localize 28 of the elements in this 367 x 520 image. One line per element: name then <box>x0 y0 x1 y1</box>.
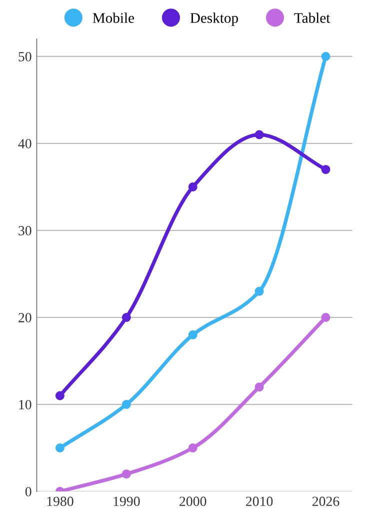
y-tick-label: 50 <box>18 52 32 62</box>
point <box>188 330 198 340</box>
x-tick-label: 2010 <box>246 496 273 506</box>
y-tick-label: 40 <box>18 138 32 148</box>
point <box>254 130 264 140</box>
point <box>254 286 264 296</box>
point <box>55 443 64 452</box>
point <box>122 400 131 409</box>
x-tick-label: 1980 <box>47 496 74 506</box>
point <box>122 469 131 479</box>
x-tick-label: 1990 <box>114 496 140 506</box>
point <box>122 312 131 322</box>
legend-label: Desktop <box>190 12 238 26</box>
y-tick-label: 20 <box>18 312 32 322</box>
point <box>321 164 330 174</box>
point <box>321 312 330 322</box>
point <box>55 391 64 400</box>
point <box>188 443 198 452</box>
point <box>321 52 330 61</box>
y-tick-label: 0 <box>25 486 32 496</box>
point <box>188 182 198 192</box>
x-tick-label: 2000 <box>180 496 206 506</box>
y-tick-label: 10 <box>19 400 32 410</box>
legend-label: Tablet <box>294 12 330 23</box>
legend-label: Mobile <box>92 12 134 23</box>
y-tick-label: 30 <box>18 226 32 236</box>
point <box>254 382 264 392</box>
x-tick-label: 2026 <box>312 496 340 506</box>
